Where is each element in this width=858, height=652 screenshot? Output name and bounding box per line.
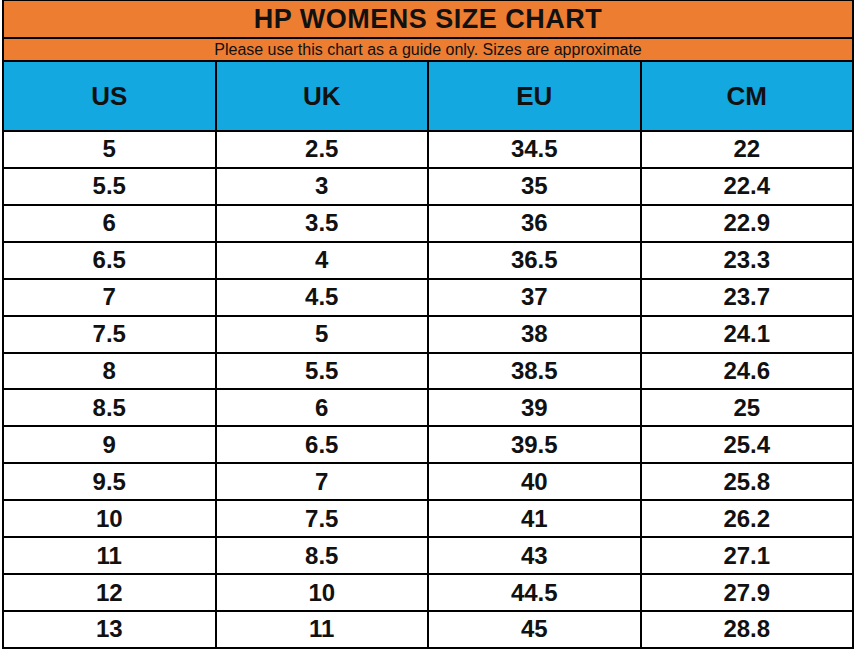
table-row: 8.5 6 39 25 <box>3 389 853 426</box>
size-chart-page: HP WOMENS SIZE CHART Please use this cha… <box>0 0 858 652</box>
table-row: 12 10 44.5 27.9 <box>3 574 853 611</box>
size-cell-eu: 35 <box>428 168 641 205</box>
size-chart-header: HP WOMENS SIZE CHART Please use this cha… <box>3 1 853 132</box>
size-cell-us: 13 <box>3 611 216 648</box>
size-cell-us: 12 <box>3 574 216 611</box>
size-cell-uk: 5.5 <box>216 353 429 390</box>
table-row: 7.5 5 38 24.1 <box>3 316 853 353</box>
column-header-cm: CM <box>641 61 854 131</box>
size-cell-cm: 28.8 <box>641 611 854 648</box>
size-cell-cm: 25.4 <box>641 426 854 463</box>
chart-title: HP WOMENS SIZE CHART <box>3 1 853 39</box>
size-cell-eu: 44.5 <box>428 574 641 611</box>
size-cell-eu: 36.5 <box>428 242 641 279</box>
size-cell-us: 8 <box>3 353 216 390</box>
size-cell-cm: 23.3 <box>641 242 854 279</box>
size-cell-us: 5 <box>3 131 216 168</box>
columns-row: US UK EU CM <box>3 61 853 131</box>
size-cell-cm: 23.7 <box>641 279 854 316</box>
size-cell-eu: 37 <box>428 279 641 316</box>
size-cell-uk: 8.5 <box>216 537 429 574</box>
size-cell-eu: 39.5 <box>428 426 641 463</box>
column-header-eu: EU <box>428 61 641 131</box>
size-cell-cm: 22.4 <box>641 168 854 205</box>
size-cell-uk: 5 <box>216 316 429 353</box>
table-row: 6.5 4 36.5 23.3 <box>3 242 853 279</box>
size-cell-eu: 36 <box>428 205 641 242</box>
table-row: 9 6.5 39.5 25.4 <box>3 426 853 463</box>
size-cell-us: 5.5 <box>3 168 216 205</box>
table-row: 6 3.5 36 22.9 <box>3 205 853 242</box>
size-cell-cm: 24.6 <box>641 353 854 390</box>
size-cell-uk: 3.5 <box>216 205 429 242</box>
size-chart-table: HP WOMENS SIZE CHART Please use this cha… <box>2 0 854 649</box>
size-cell-eu: 45 <box>428 611 641 648</box>
table-row: 8 5.5 38.5 24.6 <box>3 353 853 390</box>
size-rows: 5 2.5 34.5 22 5.5 3 35 22.4 6 3.5 36 22.… <box>3 131 853 648</box>
size-cell-cm: 26.2 <box>641 500 854 537</box>
size-cell-eu: 40 <box>428 463 641 500</box>
size-cell-eu: 39 <box>428 389 641 426</box>
size-cell-us: 11 <box>3 537 216 574</box>
size-cell-eu: 34.5 <box>428 131 641 168</box>
size-cell-us: 7 <box>3 279 216 316</box>
size-cell-uk: 11 <box>216 611 429 648</box>
table-row: 5.5 3 35 22.4 <box>3 168 853 205</box>
chart-subtitle: Please use this chart as a guide only. S… <box>3 38 853 61</box>
size-cell-uk: 7.5 <box>216 500 429 537</box>
size-cell-uk: 3 <box>216 168 429 205</box>
size-cell-cm: 24.1 <box>641 316 854 353</box>
size-cell-us: 6 <box>3 205 216 242</box>
size-cell-uk: 7 <box>216 463 429 500</box>
size-cell-eu: 41 <box>428 500 641 537</box>
column-header-uk: UK <box>216 61 429 131</box>
size-cell-cm: 22 <box>641 131 854 168</box>
size-cell-uk: 10 <box>216 574 429 611</box>
size-cell-uk: 2.5 <box>216 131 429 168</box>
subtitle-row: Please use this chart as a guide only. S… <box>3 38 853 61</box>
table-row: 10 7.5 41 26.2 <box>3 500 853 537</box>
title-row: HP WOMENS SIZE CHART <box>3 1 853 39</box>
size-cell-eu: 38 <box>428 316 641 353</box>
size-cell-cm: 25.8 <box>641 463 854 500</box>
size-cell-us: 9.5 <box>3 463 216 500</box>
size-cell-uk: 4.5 <box>216 279 429 316</box>
size-cell-cm: 27.1 <box>641 537 854 574</box>
size-cell-us: 10 <box>3 500 216 537</box>
size-cell-cm: 27.9 <box>641 574 854 611</box>
column-header-us: US <box>3 61 216 131</box>
size-cell-cm: 22.9 <box>641 205 854 242</box>
size-cell-us: 6.5 <box>3 242 216 279</box>
size-cell-eu: 38.5 <box>428 353 641 390</box>
size-cell-cm: 25 <box>641 389 854 426</box>
size-cell-uk: 6 <box>216 389 429 426</box>
size-cell-us: 7.5 <box>3 316 216 353</box>
size-cell-uk: 6.5 <box>216 426 429 463</box>
table-row: 7 4.5 37 23.7 <box>3 279 853 316</box>
table-row: 11 8.5 43 27.1 <box>3 537 853 574</box>
table-row: 5 2.5 34.5 22 <box>3 131 853 168</box>
size-cell-us: 8.5 <box>3 389 216 426</box>
size-cell-eu: 43 <box>428 537 641 574</box>
table-row: 13 11 45 28.8 <box>3 611 853 648</box>
size-cell-uk: 4 <box>216 242 429 279</box>
size-cell-us: 9 <box>3 426 216 463</box>
table-row: 9.5 7 40 25.8 <box>3 463 853 500</box>
